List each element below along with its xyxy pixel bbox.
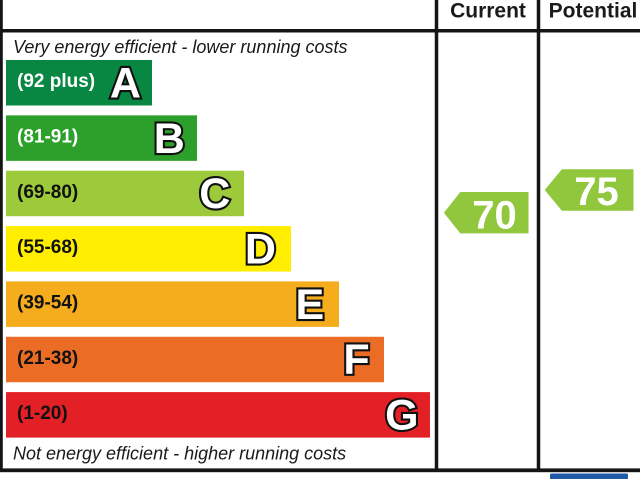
svg-text:70: 70 [472, 193, 517, 237]
svg-text:Current: Current [450, 0, 526, 22]
svg-text:(81-91): (81-91) [17, 126, 78, 147]
svg-text:(21-38): (21-38) [17, 348, 78, 369]
svg-text:F: F [343, 336, 369, 384]
svg-text:(55-68): (55-68) [17, 237, 78, 258]
svg-text:(1-20): (1-20) [17, 403, 68, 424]
svg-text:(69-80): (69-80) [17, 182, 78, 203]
svg-text:Very energy efficient - lower: Very energy efficient - lower running co… [13, 37, 348, 57]
svg-text:A: A [110, 59, 141, 107]
svg-text:B: B [154, 115, 185, 163]
svg-text:(39-54): (39-54) [17, 293, 78, 314]
svg-text:Not energy efficient - higher: Not energy efficient - higher running co… [13, 443, 346, 463]
svg-text:75: 75 [574, 170, 619, 214]
svg-text:E: E [296, 281, 325, 329]
svg-text:Potential: Potential [549, 0, 638, 22]
svg-text:(92 plus): (92 plus) [17, 71, 95, 92]
svg-text:C: C [199, 170, 230, 218]
svg-text:D: D [245, 226, 276, 274]
svg-text:G: G [385, 392, 418, 440]
